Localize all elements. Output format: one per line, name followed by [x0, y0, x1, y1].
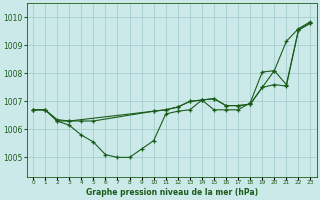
X-axis label: Graphe pression niveau de la mer (hPa): Graphe pression niveau de la mer (hPa): [86, 188, 258, 197]
